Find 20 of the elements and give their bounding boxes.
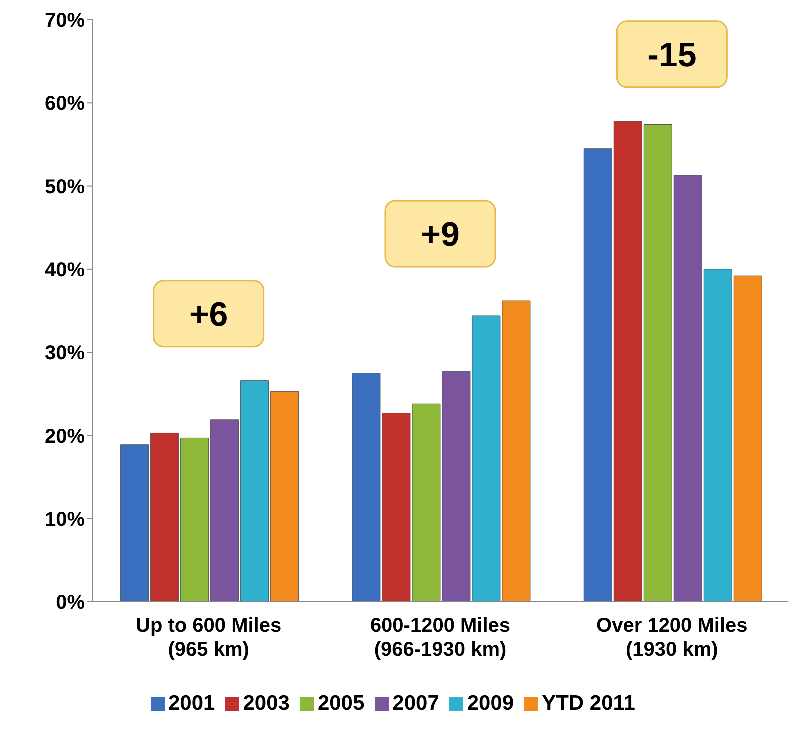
y-tick-label: 30% [44,342,86,365]
y-tick-label: 10% [44,508,86,531]
x-tick-label: Over 1200 Miles (1930 km) [596,615,748,661]
y-tick-label: 20% [44,426,86,448]
legend-label: 2005 [318,692,365,715]
legend-label: 2001 [168,692,216,715]
y-tick-label: 40% [44,260,86,282]
legend-label: 2007 [392,692,440,715]
annotation: -15 [648,36,697,74]
y-tick-label: 0% [56,592,86,614]
x-tick-label: 600-1200 Miles (966-1930 km) [370,615,511,661]
y-tick-label: 60% [44,93,86,116]
legend-label: 2003 [243,692,290,715]
x-tick-label: Up to 600 Miles (965 km) [136,615,282,661]
annotation: +6 [189,296,228,334]
y-tick-label: 70% [44,10,86,32]
y-tick-label: 50% [44,176,86,198]
legend-label: YTD 2011 [542,692,636,715]
annotation: +9 [421,216,460,254]
legend-label: 2009 [467,692,514,715]
